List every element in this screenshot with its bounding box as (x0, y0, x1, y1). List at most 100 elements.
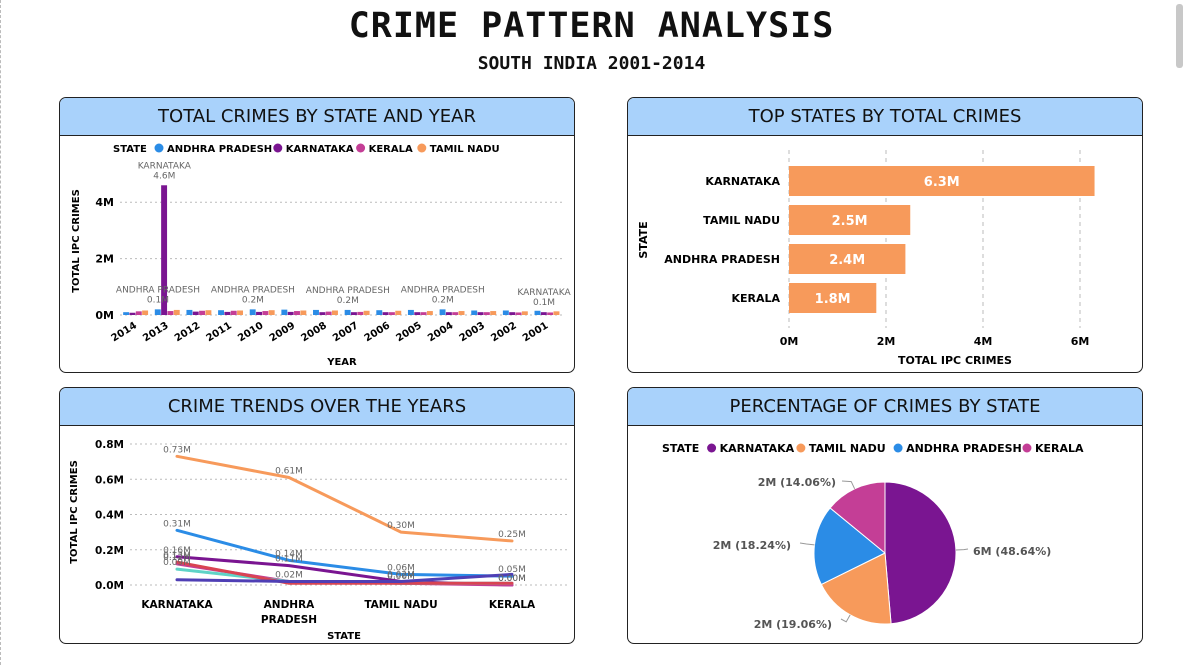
y-tick-label: 4M (95, 196, 114, 209)
leader-line (841, 480, 856, 490)
legend-item: KERALA (369, 144, 413, 155)
bar (452, 312, 459, 315)
legend-item: TAMIL NADU (809, 442, 886, 455)
card-percentage-by-state: PERCENTAGE OF CRIMES BY STATE STATE KARNA… (627, 387, 1143, 644)
leader-line (955, 548, 969, 551)
bar (540, 312, 547, 315)
bar (521, 311, 528, 315)
card-title: TOP STATES BY TOTAL CRIMES (628, 98, 1142, 136)
data-label-value: 0.1M (147, 295, 169, 305)
scrollbar-thumb[interactable] (1176, 4, 1183, 68)
x-tick-label-line: ANDHRA (264, 599, 316, 611)
data-label: 0.16M (163, 546, 191, 556)
data-label-value: 0.2M (337, 296, 359, 306)
bar (515, 312, 522, 315)
data-label: 0.73M (163, 445, 191, 455)
bar (420, 312, 427, 315)
y-tick-label: 0M (95, 309, 114, 322)
pie-slice (820, 552, 892, 625)
data-label-name: ANDHRA PRADESH (306, 286, 390, 296)
data-label: 0.05M (498, 565, 526, 575)
legend-item: KARNATAKA (286, 144, 354, 155)
bar (332, 310, 338, 315)
bar (357, 311, 364, 315)
legend-marker (356, 143, 366, 153)
bar (294, 311, 300, 315)
x-tick-label-line: PRADESH (261, 614, 317, 626)
page-title: CRIME PATTERN ANALYSIS (348, 6, 835, 46)
data-label-value: 0.2M (242, 295, 264, 305)
bar (237, 310, 244, 315)
page-subtitle: SOUTH INDIA 2001-2014 (477, 53, 706, 74)
data-label: 0.13M (163, 551, 191, 561)
data-label-name: KARNATAKA (517, 288, 571, 298)
legend-item: KERALA (1035, 442, 1084, 455)
bar (281, 309, 288, 315)
bar (789, 166, 1095, 196)
data-label: 0.09M (163, 558, 191, 568)
legend-marker (796, 443, 806, 453)
bar (129, 312, 136, 315)
page-left-edge (0, 0, 1, 665)
bar (477, 312, 484, 315)
bar (534, 310, 541, 315)
data-label-name: ANDHRA PRADESH (116, 285, 200, 295)
data-label: 0.02M (275, 570, 303, 580)
slice-label: 2M (14.06%) (758, 476, 836, 489)
bar (218, 310, 225, 315)
bar (319, 312, 326, 315)
y-tick-label: 2M (95, 253, 114, 266)
data-label: 0.25M (498, 530, 526, 540)
legend-title: STATE (113, 144, 147, 155)
bar (199, 310, 206, 315)
legend-marker (893, 443, 903, 453)
data-label: 2.5M (832, 214, 868, 229)
chart-percentage-by-state[interactable]: STATE KARNATAKA TAMIL NADU ANDHRA PRADESH KE… (628, 426, 1143, 644)
chart-crime-trends[interactable]: 0.0M 0.2M 0.4M 0.6M 0.8M 0.73M 0.61M 0.30M 0.25M… (60, 426, 575, 644)
x-tick-label: 2M (877, 335, 896, 348)
bar (458, 311, 465, 315)
legend-item: ANDHRA PRADESH (167, 144, 272, 155)
x-tick-label: 2006 (363, 320, 392, 344)
bar (256, 311, 262, 315)
bar (414, 312, 421, 315)
x-tick-label: 2011 (204, 320, 233, 344)
slice-label: 2M (19.06%) (754, 618, 832, 631)
data-label: 0.11M (275, 555, 303, 565)
legend-item: ANDHRA PRADESH (906, 442, 1022, 455)
bar (167, 311, 174, 315)
legend-marker (417, 143, 427, 153)
x-tick-label: 2010 (236, 320, 265, 344)
data-label: 0.31M (163, 519, 191, 529)
y-tick-label: KARNATAKA (705, 175, 780, 188)
x-tick-label: TAMIL NADU (364, 599, 437, 611)
bar (439, 309, 446, 315)
data-label-value: 0.2M (432, 295, 454, 305)
data-label: 0.61M (275, 466, 303, 476)
x-tick-label: 2013 (141, 320, 170, 344)
bar (350, 312, 357, 315)
card-top-states: TOP STATES BY TOTAL CRIMES 0M 2M 4M 6M KARNA… (627, 97, 1143, 373)
data-label: 0.06M (387, 563, 415, 573)
bar (249, 309, 256, 315)
x-tick-label: ANDHRA PRADESH (261, 599, 317, 626)
x-tick-label: 2004 (426, 320, 455, 344)
x-axis-title: YEAR (326, 357, 357, 368)
legend-item: TAMIL NADU (430, 144, 500, 155)
bar (161, 185, 168, 315)
slice-label: 2M (18.24%) (713, 539, 791, 552)
bar (192, 311, 199, 315)
bar (135, 311, 142, 315)
chart-total-crimes-by-state-year[interactable]: STATE ANDHRA PRADESH KARNATAKA KERALA TAMIL … (60, 136, 575, 373)
y-tick-label: 0.4M (95, 510, 124, 522)
bar (224, 311, 231, 315)
data-label-name: ANDHRA PRADESH (401, 285, 485, 295)
data-label: 0.14M (275, 549, 303, 559)
y-tick-label: ANDHRA PRADESH (664, 253, 780, 266)
x-tick-label: 2008 (299, 320, 328, 344)
bar (325, 311, 332, 315)
bar (547, 312, 554, 315)
bar (789, 283, 877, 313)
chart-top-states[interactable]: 0M 2M 4M 6M KARNATAKA 6.3M TAMIL NADU 2.5M ANDHR… (628, 136, 1143, 373)
x-tick-label: 2014 (110, 320, 139, 344)
